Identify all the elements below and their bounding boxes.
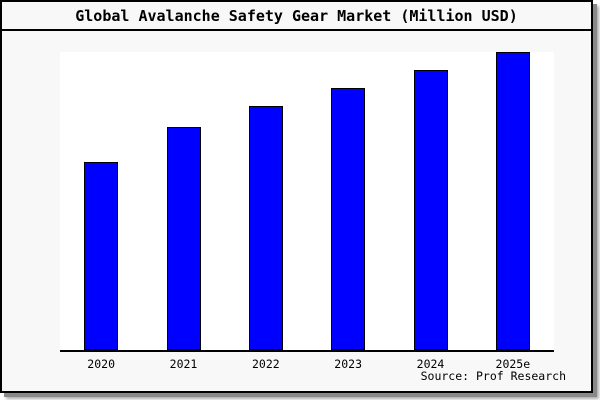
- bar-2023: [331, 87, 366, 350]
- x-tick-label-2023: 2023: [334, 357, 363, 371]
- source-credit: Source: Prof Research: [420, 369, 566, 383]
- x-tick-label-2020: 2020: [87, 357, 116, 371]
- chart-title: Global Avalanche Safety Gear Market (Mil…: [75, 6, 518, 25]
- chart-window: Global Avalanche Safety Gear Market (Mil…: [0, 0, 593, 393]
- plot-area: [60, 52, 554, 352]
- x-tick-label-2022: 2022: [251, 357, 280, 371]
- bar-2021: [166, 126, 201, 350]
- x-tick-label-2024: 2024: [416, 357, 445, 371]
- bar-2020: [84, 162, 119, 350]
- x-tick-label-2025e: 2025e: [495, 357, 531, 371]
- bar-2022: [248, 105, 283, 350]
- x-axis-labels: 2020 2021 2022 2023 2024 2025e: [60, 357, 554, 372]
- bar-2024: [413, 69, 448, 350]
- x-tick-label-2021: 2021: [169, 357, 198, 371]
- bar-2025e: [495, 52, 530, 350]
- title-bar: Global Avalanche Safety Gear Market (Mil…: [2, 2, 591, 31]
